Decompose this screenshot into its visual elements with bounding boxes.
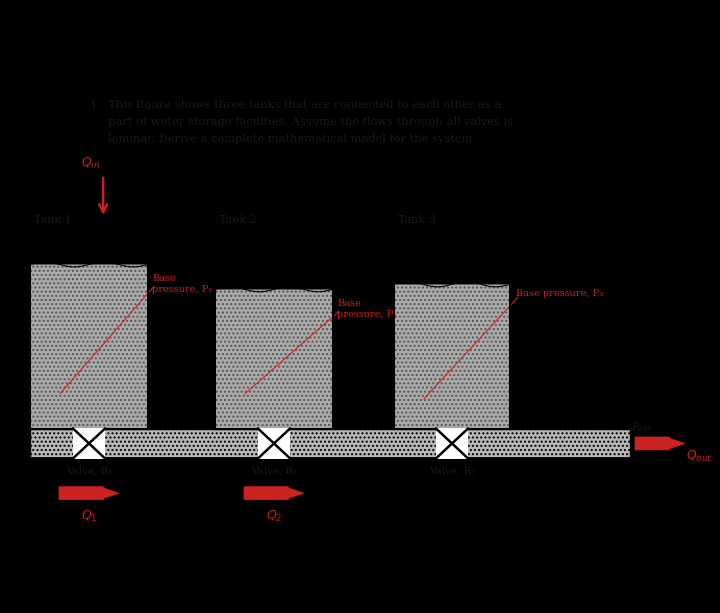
Bar [394, 284, 510, 428]
Polygon shape [59, 487, 119, 500]
Text: $Q_2$: $Q_2$ [266, 509, 282, 524]
Text: $Q_{out}$: $Q_{out}$ [686, 449, 713, 463]
Text: $Q_{in}$: $Q_{in}$ [81, 156, 100, 171]
Text: Valve, R₂: Valve, R₂ [251, 466, 297, 475]
Text: Base pressure, P₃: Base pressure, P₃ [516, 289, 603, 299]
Text: Base
pressure, P₁: Base pressure, P₁ [152, 275, 212, 294]
Text: $P_{atm}$: $P_{atm}$ [632, 420, 653, 433]
Polygon shape [635, 437, 685, 450]
Text: Valve, R₁: Valve, R₁ [66, 466, 112, 475]
Text: part of water storage facilities. Assume the flows through all valves is: part of water storage facilities. Assume… [90, 117, 513, 128]
Text: $Q_1$: $Q_1$ [81, 509, 97, 524]
Bar [30, 428, 630, 459]
Bar [30, 264, 148, 428]
Text: Tank 2: Tank 2 [219, 215, 257, 224]
Bar [258, 427, 290, 459]
Bar [73, 427, 105, 459]
Bar [215, 289, 333, 428]
Text: Valve, R₃: Valve, R₃ [429, 466, 475, 475]
Text: Tank 1: Tank 1 [34, 215, 72, 224]
Text: laminar. Derive a complete mathematical model for the system.: laminar. Derive a complete mathematical … [90, 134, 476, 144]
Bar [436, 427, 468, 459]
Text: 1.  This figure shows three tanks that are connected to each other as a: 1. This figure shows three tanks that ar… [90, 101, 501, 110]
Text: Base
pressure, P₂: Base pressure, P₂ [337, 299, 397, 319]
Text: Tank 3: Tank 3 [398, 215, 436, 224]
Polygon shape [244, 487, 304, 500]
